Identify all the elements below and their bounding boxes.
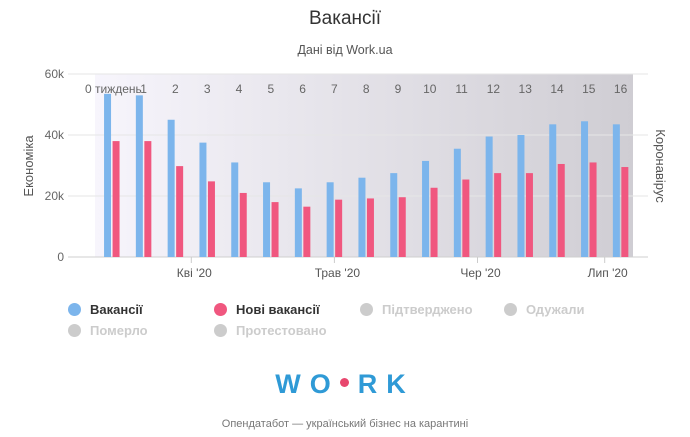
bar-new-vacancies — [398, 197, 406, 257]
legend-item[interactable]: Нові вакансії — [214, 302, 320, 317]
bar-vacancies — [294, 188, 302, 257]
bar-vacancies — [104, 93, 112, 257]
logo-text-left: WO — [275, 369, 340, 399]
legend-label: Вакансії — [90, 302, 143, 317]
bar-new-vacancies — [430, 187, 438, 257]
bar-new-vacancies — [112, 141, 120, 257]
week-label: 2 — [172, 82, 179, 96]
legend-marker — [214, 303, 227, 316]
week-label: 10 — [423, 82, 437, 96]
legend-item[interactable]: Протестовано — [214, 323, 327, 338]
bar-new-vacancies — [303, 206, 311, 257]
y-tick-label: 20k — [45, 189, 65, 203]
chart-subtitle: Дані від Work.ua — [297, 43, 393, 57]
bar-new-vacancies — [589, 162, 597, 257]
y-axis-label: Економіка — [21, 135, 36, 197]
legend-marker — [68, 303, 81, 316]
legend-label: Підтверджено — [382, 302, 473, 317]
legend-marker — [214, 324, 227, 337]
bar-new-vacancies — [144, 141, 152, 257]
week-label: 5 — [267, 82, 274, 96]
legend-label: Одужали — [526, 302, 585, 317]
bar-new-vacancies — [335, 199, 343, 257]
week-label: 6 — [299, 82, 306, 96]
bar-new-vacancies — [366, 198, 374, 257]
week-label: 15 — [582, 82, 596, 96]
bar-new-vacancies — [557, 163, 565, 257]
y-tick-label: 60k — [45, 67, 65, 81]
legend-label: Померло — [90, 323, 148, 338]
work-logo: WO RK — [0, 369, 690, 400]
bar-new-vacancies — [207, 181, 215, 257]
week-label: 13 — [519, 82, 533, 96]
x-tick-label: Кві '20 — [177, 266, 212, 280]
x-tick-label: Чер '20 — [460, 266, 501, 280]
legend-item[interactable]: Підтверджено — [360, 302, 473, 317]
bar-new-vacancies — [462, 179, 470, 257]
week-label: 9 — [395, 82, 402, 96]
legend-item[interactable]: Вакансії — [68, 302, 143, 317]
week-label: 8 — [363, 82, 370, 96]
bar-new-vacancies — [494, 173, 502, 257]
bar-vacancies — [390, 173, 398, 257]
chart-title: Вакансії — [308, 8, 382, 29]
bar-vacancies — [422, 160, 430, 257]
bar-new-vacancies — [271, 202, 279, 257]
legend-label: Нові вакансії — [236, 302, 320, 317]
week-label: 0 тиждень — [85, 82, 142, 96]
y-tick-label: 0 — [57, 250, 64, 264]
logo-dot — [339, 378, 349, 388]
y-axis-right-label: Коронавірус — [653, 129, 668, 203]
week-label: 3 — [204, 82, 211, 96]
bar-vacancies — [135, 95, 143, 257]
legend-label: Протестовано — [236, 323, 327, 338]
logo-text-right: RK — [357, 369, 415, 399]
week-label: 11 — [455, 82, 468, 96]
x-tick-label: Трав '20 — [315, 266, 361, 280]
bar-vacancies — [199, 142, 207, 257]
bar-vacancies — [485, 136, 493, 257]
bar-vacancies — [231, 162, 239, 257]
week-label: 1 — [140, 82, 147, 96]
bar-vacancies — [263, 182, 271, 257]
bar-vacancies — [358, 177, 366, 257]
bar-vacancies — [612, 124, 620, 257]
y-tick-label: 40k — [45, 128, 65, 142]
bar-vacancies — [517, 135, 525, 257]
bar-new-vacancies — [239, 192, 247, 257]
bar-vacancies — [549, 124, 557, 257]
bar-vacancies — [581, 121, 589, 258]
bar-vacancies — [326, 182, 334, 257]
legend-item[interactable]: Померло — [68, 323, 148, 338]
x-tick-label: Лип '20 — [588, 266, 628, 280]
week-label: 4 — [236, 82, 243, 96]
bar-vacancies — [453, 148, 461, 257]
legend-marker — [504, 303, 517, 316]
bar-new-vacancies — [525, 173, 533, 257]
footer-credit: Опендатабот — український бізнес на кара… — [221, 418, 469, 430]
bar-new-vacancies — [621, 167, 629, 257]
week-label: 7 — [331, 82, 338, 96]
week-label: 14 — [550, 82, 564, 96]
bar-vacancies — [167, 119, 175, 257]
week-label: 12 — [487, 82, 501, 96]
legend-marker — [360, 303, 373, 316]
week-label: 16 — [614, 82, 628, 96]
bar-new-vacancies — [176, 166, 184, 257]
legend-item[interactable]: Одужали — [504, 302, 584, 317]
legend-marker — [68, 324, 81, 337]
